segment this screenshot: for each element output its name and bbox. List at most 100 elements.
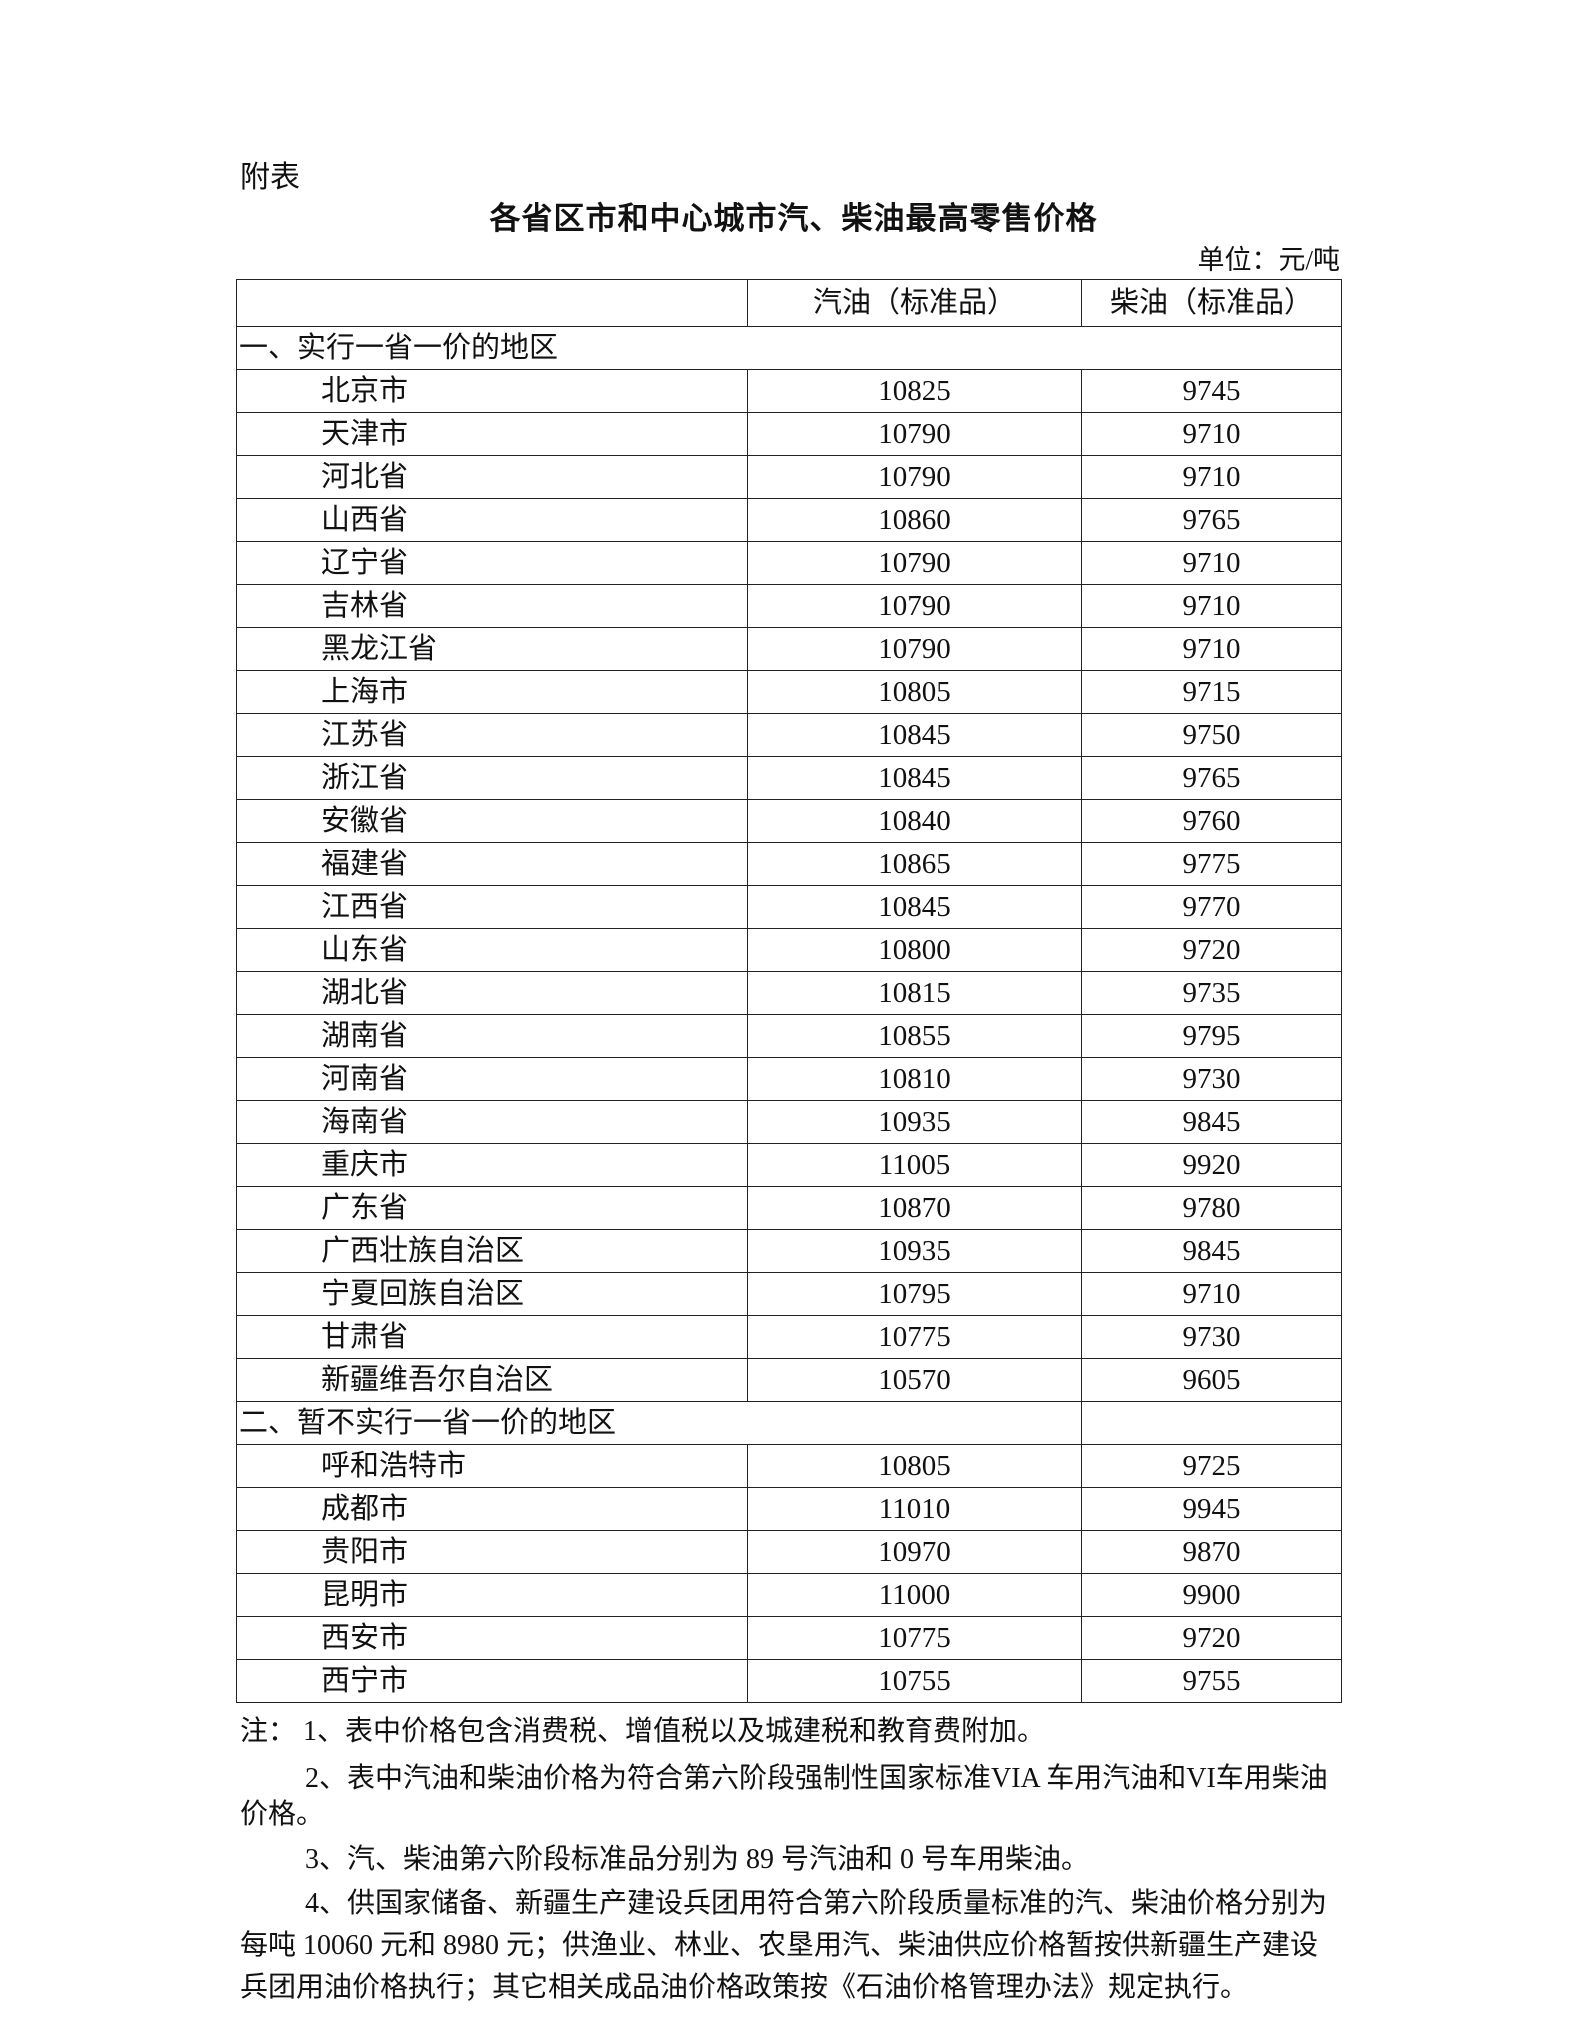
gasoline-price-cell: 10775 bbox=[747, 1315, 1082, 1359]
region-cell: 成都市 bbox=[236, 1487, 748, 1531]
table-row: 成都市 11010 9945 bbox=[236, 1487, 1342, 1531]
table-row: 昆明市 11000 9900 bbox=[236, 1573, 1342, 1617]
gasoline-price-cell: 10870 bbox=[747, 1186, 1082, 1230]
region-cell: 贵阳市 bbox=[236, 1530, 748, 1574]
region-cell: 辽宁省 bbox=[236, 541, 748, 585]
gasoline-price-cell: 10840 bbox=[747, 799, 1082, 843]
diesel-price-cell: 9710 bbox=[1081, 584, 1342, 628]
diesel-price-cell: 9730 bbox=[1081, 1057, 1342, 1101]
diesel-price-cell: 9845 bbox=[1081, 1229, 1342, 1273]
diesel-price-cell: 9710 bbox=[1081, 455, 1342, 499]
gasoline-price-cell: 10790 bbox=[747, 627, 1082, 671]
gasoline-price-cell: 10570 bbox=[747, 1358, 1082, 1402]
region-cell: 呼和浩特市 bbox=[236, 1444, 748, 1488]
gasoline-price-cell: 10860 bbox=[747, 498, 1082, 542]
gasoline-price-cell: 10825 bbox=[747, 369, 1082, 413]
diesel-price-cell: 9720 bbox=[1081, 1616, 1342, 1660]
gasoline-price-cell: 10845 bbox=[747, 713, 1082, 757]
region-cell: 黑龙江省 bbox=[236, 627, 748, 671]
diesel-price-cell: 9725 bbox=[1081, 1444, 1342, 1488]
table-row: 辽宁省 10790 9710 bbox=[236, 541, 1342, 585]
region-cell: 西安市 bbox=[236, 1616, 748, 1660]
table-row: 贵阳市 10970 9870 bbox=[236, 1530, 1342, 1574]
table-row: 浙江省 10845 9765 bbox=[236, 756, 1342, 800]
region-cell: 山西省 bbox=[236, 498, 748, 542]
region-cell: 宁夏回族自治区 bbox=[236, 1272, 748, 1316]
table-row: 山东省 10800 9720 bbox=[236, 928, 1342, 972]
gasoline-price-cell: 10855 bbox=[747, 1014, 1082, 1058]
region-cell: 江西省 bbox=[236, 885, 748, 929]
header-diesel: 柴油（标准品） bbox=[1081, 279, 1342, 327]
region-cell: 江苏省 bbox=[236, 713, 748, 757]
diesel-price-cell: 9920 bbox=[1081, 1143, 1342, 1187]
diesel-price-cell: 9760 bbox=[1081, 799, 1342, 843]
region-cell: 福建省 bbox=[236, 842, 748, 886]
diesel-price-cell: 9710 bbox=[1081, 1272, 1342, 1316]
table-row: 广西壮族自治区 10935 9845 bbox=[236, 1229, 1342, 1273]
region-cell: 山东省 bbox=[236, 928, 748, 972]
section-row: 一、实行一省一价的地区 bbox=[236, 326, 1342, 370]
table-row: 海南省 10935 9845 bbox=[236, 1100, 1342, 1144]
gasoline-price-cell: 10755 bbox=[747, 1659, 1082, 1703]
gasoline-price-cell: 10805 bbox=[747, 670, 1082, 714]
diesel-price-cell: 9765 bbox=[1081, 498, 1342, 542]
table-row: 呼和浩特市 10805 9725 bbox=[236, 1444, 1342, 1488]
table-header-row: 汽油（标准品） 柴油（标准品） bbox=[236, 279, 1342, 327]
region-cell: 安徽省 bbox=[236, 799, 748, 843]
region-cell: 海南省 bbox=[236, 1100, 748, 1144]
diesel-price-cell: 9750 bbox=[1081, 713, 1342, 757]
diesel-price-cell: 9945 bbox=[1081, 1487, 1342, 1531]
gasoline-price-cell: 10935 bbox=[747, 1100, 1082, 1144]
diesel-price-cell: 9765 bbox=[1081, 756, 1342, 800]
gasoline-price-cell: 10790 bbox=[747, 455, 1082, 499]
gasoline-price-cell: 10845 bbox=[747, 756, 1082, 800]
empty-cell bbox=[1081, 1401, 1342, 1445]
note-1: 注： 1、表中价格包含消费税、增值税以及城建税和教育费附加。 bbox=[240, 1716, 1046, 1747]
gasoline-price-cell: 11010 bbox=[747, 1487, 1082, 1531]
note-4: 4、供国家储备、新疆生产建设兵团用符合第六阶段质量标准的汽、柴油价格分别为每吨 … bbox=[240, 1888, 1328, 2003]
note-2: 2、表中汽油和柴油价格为符合第六阶段强制性国家标准VIA 车用汽油和VI车用柴油… bbox=[240, 1763, 1328, 1830]
notes: 注： 1、表中价格包含消费税、增值税以及城建税和教育费附加。 2、表中汽油和柴油… bbox=[240, 1711, 1340, 2009]
region-cell: 西宁市 bbox=[236, 1659, 748, 1703]
diesel-price-cell: 9870 bbox=[1081, 1530, 1342, 1574]
diesel-price-cell: 9845 bbox=[1081, 1100, 1342, 1144]
region-cell: 广西壮族自治区 bbox=[236, 1229, 748, 1273]
table-row: 新疆维吾尔自治区 10570 9605 bbox=[236, 1358, 1342, 1402]
unit-label: 单位：元/吨 bbox=[1197, 245, 1340, 275]
gasoline-price-cell: 10790 bbox=[747, 412, 1082, 456]
appendix-label: 附表 bbox=[240, 161, 300, 194]
gasoline-price-cell: 10970 bbox=[747, 1530, 1082, 1574]
note-3: 3、汽、柴油第六阶段标准品分别为 89 号汽油和 0 号车用柴油。 bbox=[305, 1844, 1090, 1875]
gasoline-price-cell: 10805 bbox=[747, 1444, 1082, 1488]
diesel-price-cell: 9730 bbox=[1081, 1315, 1342, 1359]
header-gasoline: 汽油（标准品） bbox=[747, 279, 1082, 327]
gasoline-price-cell: 10795 bbox=[747, 1272, 1082, 1316]
table-row: 广东省 10870 9780 bbox=[236, 1186, 1342, 1230]
table-row: 宁夏回族自治区 10795 9710 bbox=[236, 1272, 1342, 1316]
section-label: 一、实行一省一价的地区 bbox=[236, 326, 1342, 370]
gasoline-price-cell: 10815 bbox=[747, 971, 1082, 1015]
diesel-price-cell: 9710 bbox=[1081, 627, 1342, 671]
table-row: 西安市 10775 9720 bbox=[236, 1616, 1342, 1660]
diesel-price-cell: 9605 bbox=[1081, 1358, 1342, 1402]
diesel-price-cell: 9720 bbox=[1081, 928, 1342, 972]
diesel-price-cell: 9775 bbox=[1081, 842, 1342, 886]
diesel-price-cell: 9900 bbox=[1081, 1573, 1342, 1617]
gasoline-price-cell: 10790 bbox=[747, 584, 1082, 628]
diesel-price-cell: 9770 bbox=[1081, 885, 1342, 929]
region-cell: 昆明市 bbox=[236, 1573, 748, 1617]
region-cell: 湖南省 bbox=[236, 1014, 748, 1058]
diesel-price-cell: 9795 bbox=[1081, 1014, 1342, 1058]
table-row: 湖北省 10815 9735 bbox=[236, 971, 1342, 1015]
gasoline-price-cell: 11005 bbox=[747, 1143, 1082, 1187]
section-row: 二、暂不实行一省一价的地区 bbox=[236, 1401, 1342, 1445]
document-title: 各省区市和中心城市汽、柴油最高零售价格 bbox=[489, 201, 1098, 237]
gasoline-price-cell: 10810 bbox=[747, 1057, 1082, 1101]
diesel-price-cell: 9715 bbox=[1081, 670, 1342, 714]
gasoline-price-cell: 10790 bbox=[747, 541, 1082, 585]
diesel-price-cell: 9755 bbox=[1081, 1659, 1342, 1703]
section-label: 二、暂不实行一省一价的地区 bbox=[236, 1401, 1082, 1445]
gasoline-price-cell: 10845 bbox=[747, 885, 1082, 929]
table-row: 吉林省 10790 9710 bbox=[236, 584, 1342, 628]
table-row: 江苏省 10845 9750 bbox=[236, 713, 1342, 757]
